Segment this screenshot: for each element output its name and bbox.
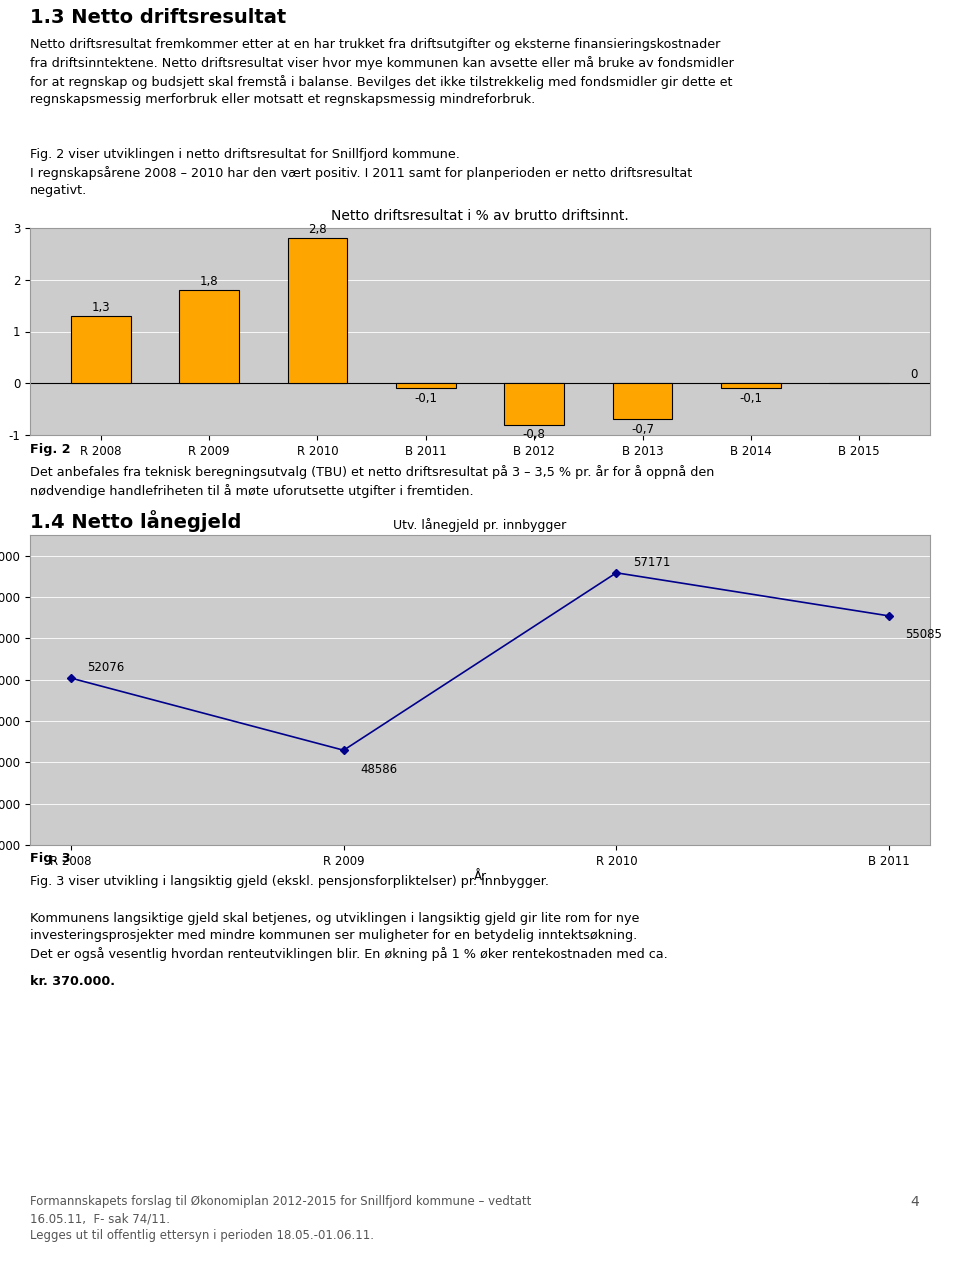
Text: Formannskapets forslag til Økonomiplan 2012-2015 for Snillfjord kommune – vedtat: Formannskapets forslag til Økonomiplan 2… — [30, 1195, 532, 1243]
Bar — [721, 383, 780, 388]
Text: 1,3: 1,3 — [91, 301, 110, 314]
Text: 1.3 Netto driftsresultat: 1.3 Netto driftsresultat — [30, 8, 286, 27]
Text: 55085: 55085 — [905, 628, 943, 642]
Text: Fig. 2: Fig. 2 — [30, 443, 71, 456]
Text: Fig. 2 viser utviklingen i netto driftsresultat for Snillfjord kommune.
I regnsk: Fig. 2 viser utviklingen i netto driftsr… — [30, 149, 692, 197]
Title: Netto driftsresultat i % av brutto driftsinnt.: Netto driftsresultat i % av brutto drift… — [331, 209, 629, 223]
Text: Fig. 3: Fig. 3 — [30, 852, 71, 865]
Text: kr. 370.000.: kr. 370.000. — [30, 975, 115, 988]
Text: Det anbefales fra teknisk beregningsutvalg (TBU) et netto driftsresultat på 3 – : Det anbefales fra teknisk beregningsutva… — [30, 465, 714, 498]
Text: -0,1: -0,1 — [739, 392, 762, 405]
Text: -0,8: -0,8 — [523, 428, 545, 441]
Bar — [504, 383, 564, 424]
Y-axis label: Tusen kr.: Tusen kr. — [0, 305, 3, 357]
Text: 4: 4 — [910, 1195, 919, 1209]
Bar — [180, 290, 239, 383]
Title: Utv. lånegjeld pr. innbygger: Utv. lånegjeld pr. innbygger — [394, 519, 566, 533]
Text: 1,8: 1,8 — [200, 275, 218, 288]
Bar — [396, 383, 456, 388]
Text: Fig. 3 viser utvikling i langsiktig gjeld (ekskl. pensjonsforpliktelser) pr. inn: Fig. 3 viser utvikling i langsiktig gjel… — [30, 875, 549, 888]
Text: 48586: 48586 — [360, 762, 397, 775]
Bar — [288, 238, 348, 383]
Text: -0,1: -0,1 — [415, 392, 438, 405]
X-axis label: År: År — [473, 871, 487, 884]
Text: 0: 0 — [910, 368, 917, 380]
Text: 57171: 57171 — [633, 556, 670, 569]
Text: 2,8: 2,8 — [308, 223, 326, 236]
Text: -0,7: -0,7 — [631, 423, 654, 436]
Text: Kommunens langsiktige gjeld skal betjenes, og utviklingen i langsiktig gjeld gir: Kommunens langsiktige gjeld skal betjene… — [30, 912, 668, 962]
Bar — [71, 316, 131, 383]
Text: 52076: 52076 — [87, 661, 125, 674]
Text: 1.4 Netto lånegjeld: 1.4 Netto lånegjeld — [30, 510, 241, 532]
Bar — [612, 383, 672, 419]
Text: Netto driftsresultat fremkommer etter at en har trukket fra driftsutgifter og ek: Netto driftsresultat fremkommer etter at… — [30, 38, 733, 106]
